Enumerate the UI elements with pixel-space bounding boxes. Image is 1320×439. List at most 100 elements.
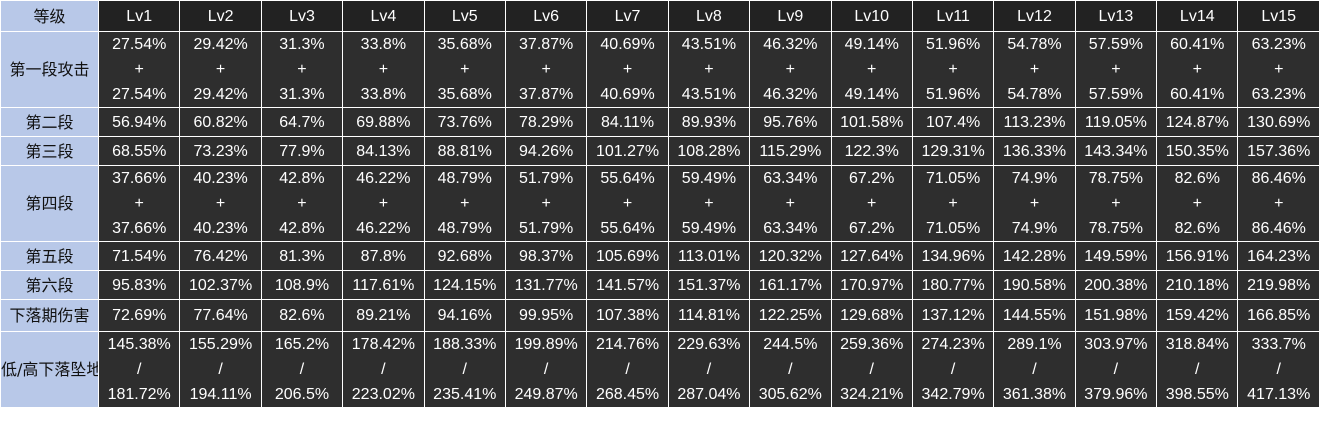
value-line: 73.23% xyxy=(193,142,248,160)
value-line: 289.1% xyxy=(1007,336,1062,353)
value-line: 48.79% xyxy=(437,220,492,237)
value-cell: 214.76% / 268.45% xyxy=(586,331,669,408)
value-line: + xyxy=(622,61,633,78)
value-line: 101.58% xyxy=(840,113,904,131)
value-line: + xyxy=(460,195,470,212)
value-line: 342.79% xyxy=(921,386,985,403)
value-line: / xyxy=(1276,361,1281,378)
value-cell: 141.57% xyxy=(586,270,669,300)
value-cell: 37.66% +37.66% xyxy=(97,165,181,242)
value-cell: 63.23% +63.23% xyxy=(1237,31,1320,108)
value-cell: 95.76% xyxy=(749,107,832,137)
value-line: 43.51% xyxy=(681,36,737,53)
value-line: 72.69% xyxy=(112,307,167,324)
value-line: 274.23% xyxy=(921,336,985,353)
value-cell: 33.8% +33.8% xyxy=(342,31,425,108)
value-cell: 73.76% xyxy=(423,107,506,137)
value-line: 29.42% xyxy=(193,86,248,103)
value-line: / xyxy=(869,361,874,378)
value-line: + xyxy=(460,61,470,78)
value-line: 27.54% xyxy=(112,36,167,53)
level-header-cell: Lv3 xyxy=(260,0,344,32)
value-cell: 170.97% xyxy=(830,270,913,300)
value-cell: 82.6% +82.6% xyxy=(1156,165,1239,242)
value-line: + xyxy=(704,195,714,212)
value-cell: 43.51% +43.51% xyxy=(667,31,751,108)
value-cell: 49.14% +49.14% xyxy=(830,31,913,108)
value-line: 181.72% xyxy=(107,386,171,403)
value-line: 200.38% xyxy=(1084,276,1148,294)
value-line: 129.31% xyxy=(921,142,985,160)
value-line: + xyxy=(378,61,389,78)
value-line: 94.26% xyxy=(519,142,574,160)
value-line: 51.96% xyxy=(925,86,981,103)
level-header-cell: Lv4 xyxy=(342,0,425,32)
row-label: 低/高下落坠地冲击伤害 xyxy=(0,331,99,408)
value-cell: 27.54% +27.54% xyxy=(97,31,181,108)
value-line: 78.75% xyxy=(1088,170,1144,187)
value-cell: 84.11% xyxy=(586,107,669,137)
value-line: 86.46% xyxy=(1251,220,1306,237)
value-cell: 142.28% xyxy=(993,241,1076,271)
value-line: 165.2% xyxy=(274,336,330,353)
value-line: 33.8% xyxy=(360,36,407,53)
value-cell: 113.23% xyxy=(993,107,1076,137)
value-cell: 156.91% xyxy=(1156,241,1239,271)
value-line: + xyxy=(541,61,551,78)
value-line: 136.33% xyxy=(1002,142,1067,160)
value-line: 82.6% xyxy=(279,307,325,324)
value-line: 35.68% xyxy=(437,86,492,103)
value-line: 155.29% xyxy=(189,336,253,353)
value-line: 63.34% xyxy=(763,220,818,237)
value-line: 49.14% xyxy=(844,36,899,53)
value-cell: 86.46% +86.46% xyxy=(1237,165,1320,242)
value-cell: 149.59% xyxy=(1074,241,1158,271)
value-cell: 48.79% +48.79% xyxy=(423,165,506,242)
value-line: + xyxy=(1274,61,1284,78)
value-line: 124.87% xyxy=(1165,113,1229,131)
value-cell: 67.2% +67.2% xyxy=(830,165,913,242)
value-cell: 84.13% xyxy=(342,136,425,166)
value-cell: 259.36% / 324.21% xyxy=(830,331,913,408)
value-line: 333.7% xyxy=(1251,336,1306,353)
value-line: 361.38% xyxy=(1002,386,1067,403)
value-line: 48.79% xyxy=(437,170,492,187)
value-cell: 68.55% xyxy=(97,136,181,166)
value-line: 77.9% xyxy=(279,142,325,160)
value-line: / xyxy=(788,361,793,378)
level-header-cell: Lv12 xyxy=(993,0,1076,32)
value-line: 107.38% xyxy=(595,307,660,324)
value-line: 142.28% xyxy=(1002,247,1067,265)
value-cell: 54.78% +54.78% xyxy=(993,31,1076,108)
value-cell: 150.35% xyxy=(1156,136,1239,166)
value-cell: 76.42% xyxy=(179,241,262,271)
value-line: 119.05% xyxy=(1084,113,1147,131)
value-line: + xyxy=(867,195,877,212)
value-line: 82.6% xyxy=(1174,170,1220,187)
value-cell: 35.68% +35.68% xyxy=(423,31,506,108)
value-cell: 115.29% xyxy=(749,136,832,166)
row-label: 第三段 xyxy=(0,136,99,166)
value-line: + xyxy=(948,195,958,212)
value-line: 31.3% xyxy=(279,86,325,103)
value-cell: 244.5% / 305.62% xyxy=(749,331,832,408)
value-line: 150.35% xyxy=(1165,142,1229,160)
value-line: 159.42% xyxy=(1165,307,1229,324)
value-line: + xyxy=(1111,61,1121,78)
value-cell: 161.17% xyxy=(749,270,832,300)
value-cell: 219.98% xyxy=(1237,270,1320,300)
value-line: 63.23% xyxy=(1251,86,1306,103)
value-line: 84.11% xyxy=(601,113,655,131)
value-cell: 131.77% xyxy=(504,270,588,300)
value-cell: 55.64% +55.64% xyxy=(586,165,669,242)
value-line: 57.59% xyxy=(1088,86,1144,103)
value-cell: 51.96% +51.96% xyxy=(911,31,995,108)
value-cell: 145.38% / 181.72% xyxy=(97,331,181,408)
value-line: 27.54% xyxy=(112,86,167,103)
value-cell: 56.94% xyxy=(97,107,181,137)
value-cell: 143.34% xyxy=(1074,136,1158,166)
value-cell: 108.9% xyxy=(260,270,344,300)
value-cell: 51.79% +51.79% xyxy=(504,165,588,242)
value-line: 94.16% xyxy=(437,307,492,324)
value-cell: 107.38% xyxy=(586,299,669,332)
